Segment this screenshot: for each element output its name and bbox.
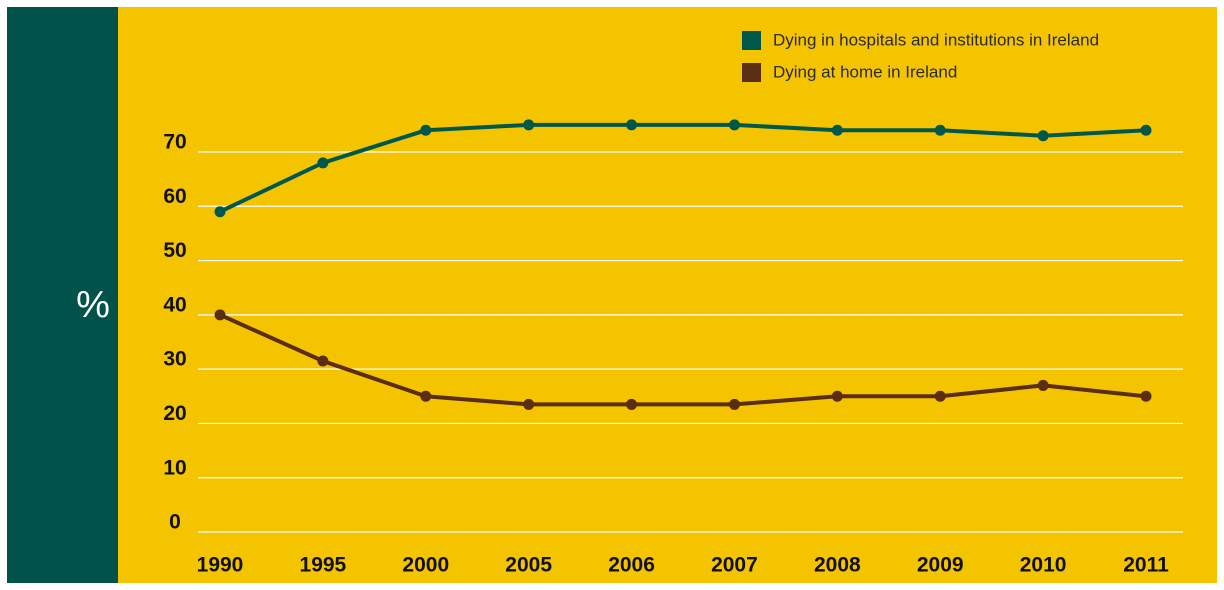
data-point (1037, 130, 1049, 142)
y-tick-label: 10 (163, 456, 186, 479)
y-tick-label: 60 (163, 185, 186, 208)
data-point (523, 119, 535, 131)
x-tick-label: 2011 (1123, 554, 1169, 577)
data-point (523, 398, 535, 410)
x-tick-label: 2010 (1020, 554, 1067, 577)
data-point (934, 390, 946, 402)
data-point (1140, 124, 1152, 136)
x-tick-label: 2007 (711, 554, 758, 577)
x-tick-label: 2006 (608, 554, 655, 577)
data-point (1140, 390, 1152, 402)
plot-background (118, 7, 1217, 583)
data-point (626, 119, 638, 131)
data-point (420, 124, 432, 136)
data-point (317, 157, 329, 169)
data-point (831, 124, 843, 136)
legend-swatch (742, 31, 761, 50)
x-tick-label: 1990 (197, 554, 244, 577)
data-point (728, 398, 740, 410)
y-tick-label: 50 (163, 239, 186, 262)
data-point (214, 206, 226, 218)
data-point (934, 124, 946, 136)
legend-label: Dying in hospitals and institutions in I… (773, 30, 1099, 49)
y-tick-label: 0 (169, 511, 181, 534)
series-line (219, 313, 1147, 407)
side-panel (7, 7, 118, 583)
x-tick-label: 2008 (814, 554, 861, 577)
y-tick-label: 30 (163, 348, 186, 371)
y-tick-label: 40 (163, 293, 186, 316)
x-tick-label: 2009 (917, 554, 964, 577)
data-point (831, 390, 843, 402)
legend-swatch (742, 63, 761, 82)
data-point (317, 355, 329, 367)
legend-label: Dying at home in Ireland (773, 62, 957, 81)
x-tick-label: 1995 (300, 554, 347, 577)
data-point (420, 390, 432, 402)
data-point (214, 309, 226, 321)
x-tick-label: 2005 (505, 554, 552, 577)
y-tick-label: 20 (163, 402, 186, 425)
x-tick-label: 2000 (402, 554, 449, 577)
y-tick-label: 70 (163, 131, 186, 154)
data-point (728, 119, 740, 131)
y-axis-label: % (76, 284, 110, 326)
series-line (219, 122, 1147, 214)
data-point (626, 398, 638, 410)
data-point (1037, 379, 1049, 391)
